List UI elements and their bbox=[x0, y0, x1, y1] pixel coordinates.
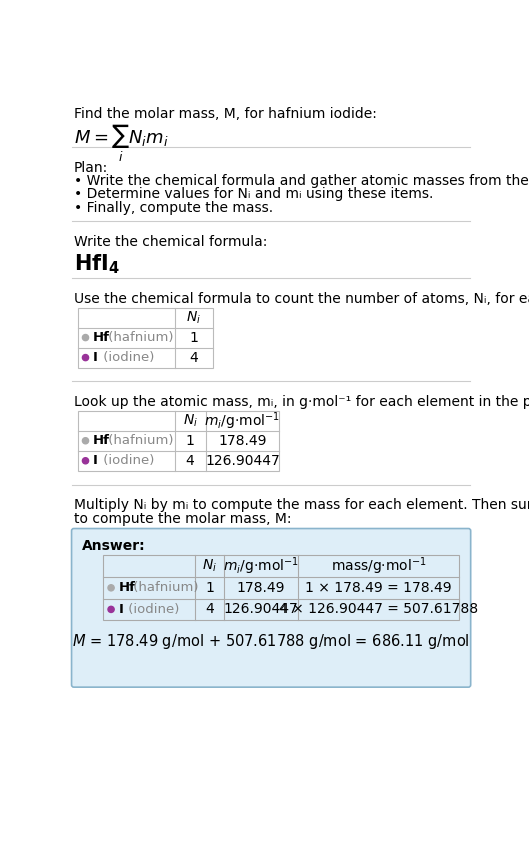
Circle shape bbox=[83, 354, 88, 360]
Bar bbox=[78, 411, 279, 471]
Text: 178.49: 178.49 bbox=[218, 434, 267, 448]
Text: Look up the atomic mass, mᵢ, in g·mol⁻¹ for each element in the periodic table:: Look up the atomic mass, mᵢ, in g·mol⁻¹ … bbox=[74, 395, 529, 409]
Text: Hf: Hf bbox=[93, 434, 110, 447]
Text: $\mathit{N}_i$: $\mathit{N}_i$ bbox=[202, 558, 217, 574]
Text: $\mathit{M}=\sum_i \mathit{N}_i\mathit{m}_i$: $\mathit{M}=\sum_i \mathit{N}_i\mathit{m… bbox=[74, 122, 168, 164]
Text: 4: 4 bbox=[189, 351, 198, 365]
Text: $\mathit{N}_i$: $\mathit{N}_i$ bbox=[187, 309, 202, 326]
Text: $\mathit{N}_i$: $\mathit{N}_i$ bbox=[183, 413, 198, 429]
Text: 4 × 126.90447 = 507.61788: 4 × 126.90447 = 507.61788 bbox=[279, 603, 478, 616]
Text: to compute the molar mass, M:: to compute the molar mass, M: bbox=[74, 512, 291, 526]
Text: (iodine): (iodine) bbox=[124, 603, 179, 615]
Circle shape bbox=[108, 606, 114, 612]
Text: (iodine): (iodine) bbox=[98, 455, 154, 467]
Text: (hafnium): (hafnium) bbox=[104, 434, 174, 447]
Text: 1: 1 bbox=[186, 434, 195, 448]
Text: Multiply Nᵢ by mᵢ to compute the mass for each element. Then sum those values: Multiply Nᵢ by mᵢ to compute the mass fo… bbox=[74, 498, 529, 513]
Text: (iodine): (iodine) bbox=[98, 351, 154, 364]
Text: (hafnium): (hafnium) bbox=[130, 581, 199, 594]
Text: $\mathbf{HfI_4}$: $\mathbf{HfI_4}$ bbox=[74, 253, 120, 276]
Text: I: I bbox=[93, 351, 98, 364]
Text: (hafnium): (hafnium) bbox=[104, 331, 174, 344]
Text: I: I bbox=[93, 455, 98, 467]
Circle shape bbox=[83, 437, 88, 443]
Text: 1 × 178.49 = 178.49: 1 × 178.49 = 178.49 bbox=[305, 581, 452, 595]
Text: 178.49: 178.49 bbox=[237, 581, 285, 595]
Text: 4: 4 bbox=[205, 603, 214, 616]
Text: mass/g·mol$^{-1}$: mass/g·mol$^{-1}$ bbox=[331, 556, 426, 577]
Text: • Write the chemical formula and gather atomic masses from the periodic table.: • Write the chemical formula and gather … bbox=[74, 175, 529, 188]
Text: $\mathit{m}_i$/g·mol$^{-1}$: $\mathit{m}_i$/g·mol$^{-1}$ bbox=[205, 410, 280, 431]
Text: Write the chemical formula:: Write the chemical formula: bbox=[74, 235, 267, 249]
Bar bbox=[78, 307, 213, 367]
Text: Hf: Hf bbox=[119, 581, 136, 594]
Text: Find the molar mass, M, for hafnium iodide:: Find the molar mass, M, for hafnium iodi… bbox=[74, 107, 377, 122]
Text: Answer:: Answer: bbox=[81, 538, 145, 552]
Text: Plan:: Plan: bbox=[74, 161, 108, 175]
FancyBboxPatch shape bbox=[71, 528, 471, 687]
Text: I: I bbox=[119, 603, 124, 615]
Text: 126.90447: 126.90447 bbox=[224, 603, 298, 616]
Text: 1: 1 bbox=[205, 581, 214, 595]
Text: 126.90447: 126.90447 bbox=[205, 454, 280, 467]
Circle shape bbox=[83, 458, 88, 464]
Text: Use the chemical formula to count the number of atoms, Nᵢ, for each element:: Use the chemical formula to count the nu… bbox=[74, 292, 529, 306]
Circle shape bbox=[108, 585, 114, 591]
Text: 4: 4 bbox=[186, 454, 195, 467]
Text: $\mathit{M}$ = 178.49 g/mol + 507.61788 g/mol = 686.11 g/mol: $\mathit{M}$ = 178.49 g/mol + 507.61788 … bbox=[72, 633, 470, 651]
Text: • Determine values for Nᵢ and mᵢ using these items.: • Determine values for Nᵢ and mᵢ using t… bbox=[74, 187, 433, 201]
Text: $\mathit{m}_i$/g·mol$^{-1}$: $\mathit{m}_i$/g·mol$^{-1}$ bbox=[223, 556, 299, 577]
Bar bbox=[103, 556, 459, 620]
Text: 1: 1 bbox=[189, 330, 198, 345]
Circle shape bbox=[83, 335, 88, 341]
Text: Hf: Hf bbox=[93, 331, 110, 344]
Text: • Finally, compute the mass.: • Finally, compute the mass. bbox=[74, 200, 273, 215]
